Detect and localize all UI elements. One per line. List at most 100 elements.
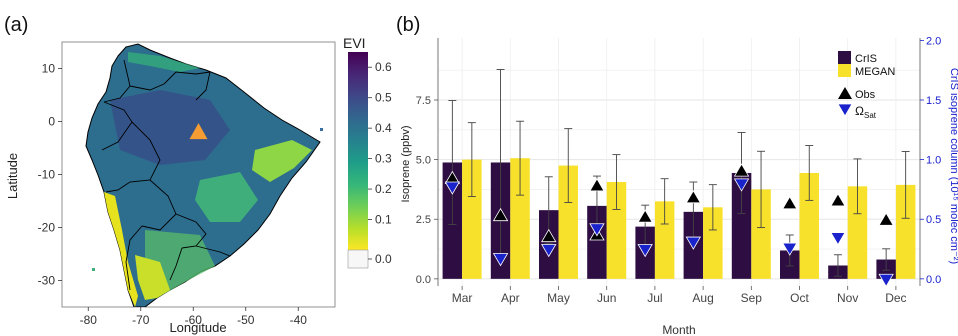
colorbar-tick-label: 0.3 <box>375 152 392 166</box>
omega-sat-marker <box>589 223 605 237</box>
colorbar-title: EVI <box>343 35 366 51</box>
map-y-ticks: 10 0 -10 -20 -30 <box>38 62 62 288</box>
legend-swatch-cris <box>838 51 851 64</box>
bar-x-tick-label: Apr <box>501 291 520 305</box>
country-borders <box>101 59 231 291</box>
map-y-tick-label: -30 <box>38 274 56 288</box>
amazon-core <box>110 90 230 165</box>
obs-marker <box>830 193 846 207</box>
obs-marker-extra <box>589 178 605 192</box>
colorbar-tick-label: 0.6 <box>375 60 392 74</box>
bar-megan <box>462 159 482 279</box>
map-y-tick-label: 10 <box>42 62 56 76</box>
bar-y-tick-label: 7.5 <box>416 95 431 107</box>
legend-omega-triangle-icon <box>837 103 853 117</box>
colorbar-low-box <box>347 249 369 269</box>
map-y-tick-label: -10 <box>38 168 56 182</box>
bar-legend: CrIS MEGAN Obs ΩSat <box>837 51 895 120</box>
northeast-dry-zone <box>252 140 312 182</box>
bar-x-label: Month <box>662 323 695 336</box>
bar-y-tick-label: 2.5 <box>416 214 431 226</box>
bar-y-tick-label: 5.0 <box>416 155 431 167</box>
bar-megan <box>654 201 675 279</box>
bar-x-tick-label: Mar <box>452 291 473 305</box>
island-speck-south <box>92 268 95 271</box>
bar-x-tick-label: Aug <box>692 291 713 305</box>
bar-y2-ticks: 0.0 0.5 1.0 1.5 2.0 <box>920 35 941 286</box>
bar-x-tick-label: Oct <box>790 291 809 305</box>
bar-cris <box>731 172 752 279</box>
obs-marker <box>541 228 557 243</box>
bar-y2-label: CrIS isoprene column (10¹⁵ molec cm⁻²) <box>948 68 958 264</box>
obs-marker <box>492 207 509 222</box>
colorbar-tick-label: 0.5 <box>375 91 392 105</box>
bar-megan <box>751 189 771 279</box>
map-x-label: Longitude <box>169 320 226 335</box>
bar-y-label: Isoprene (ppbv) <box>400 125 412 202</box>
colorbar-ticks: 0.6 0.5 0.4 0.3 0.2 0.1 0.0 <box>368 60 392 266</box>
bar-y-ticks: 0.0 2.5 5.0 7.5 <box>416 95 438 286</box>
bar-y2-tick-label: 2.0 <box>926 35 941 47</box>
colorbar-tick-label: 0.4 <box>375 121 392 135</box>
panel-b-label: (b) <box>396 14 420 36</box>
legend-label-omega: ΩSat <box>855 104 877 120</box>
map-x-tick-label: -70 <box>132 313 150 327</box>
omega-sat-marker <box>444 181 461 195</box>
bar-y2-tick-label: 1.0 <box>926 155 941 167</box>
bar-x-tick-label: Sep <box>741 291 763 305</box>
omega-sat-marker <box>541 244 557 258</box>
bar-y2-tick-label: 1.5 <box>926 95 941 107</box>
bar-megan <box>510 158 530 279</box>
bar-megan <box>799 172 819 279</box>
bar-x-ticks: Mar Apr May Jun Jul Aug Sep Oct Nov Dec <box>452 286 907 305</box>
legend-label-megan: MEGAN <box>855 66 895 78</box>
bar-y2-tick-label: 0.5 <box>926 214 941 226</box>
legend-label-obs: Obs <box>855 89 876 101</box>
bar-x-tick-label: Jul <box>647 291 662 305</box>
north-coast-band <box>128 52 200 72</box>
bar-x-tick-label: Dec <box>885 291 906 305</box>
central-savanna <box>195 172 258 222</box>
pampas <box>135 255 170 300</box>
colorbar-tick-label: 0.1 <box>375 213 392 227</box>
panel-a: (a) <box>4 14 392 335</box>
omega-sat-marker <box>637 244 653 258</box>
map-x-ticks: -80 -70 -60 -50 -40 <box>80 307 308 327</box>
bar-megan <box>703 207 723 279</box>
colorbar-gradient <box>348 52 368 250</box>
obs-marker <box>782 195 798 210</box>
map-area <box>85 43 323 307</box>
legend-obs-triangle-icon <box>838 87 852 99</box>
site-marker-triangle <box>189 123 208 140</box>
panel-b: (b) 0.0 2.5 5.0 7.5 0.0 0.5 1.0 1.5 2.0 Mar Apr M… <box>396 14 958 336</box>
andes-arid-strip <box>104 192 138 307</box>
bar-x-tick-label: Jun <box>597 291 616 305</box>
obs-marker <box>733 163 750 177</box>
obs-marker <box>878 212 894 226</box>
colorbar-tick-label: 0.2 <box>375 182 392 196</box>
island-speck <box>320 128 323 131</box>
omega-sat-marker <box>733 178 750 192</box>
map-x-tick-label: -40 <box>290 313 308 327</box>
obs-marker <box>637 209 653 223</box>
bar-megan <box>558 165 578 279</box>
legend-omega-symbol: Ω <box>855 104 864 118</box>
legend-label-cris: CrIS <box>855 53 877 65</box>
map-x-tick-label: -50 <box>237 313 255 327</box>
map-y-label: Latitude <box>5 153 20 199</box>
bar-megan <box>847 186 868 279</box>
bar-y2-tick-label: 0.0 <box>926 274 941 286</box>
map-y-tick-label: -20 <box>38 221 56 235</box>
panel-a-label: (a) <box>4 14 28 36</box>
bar-y-tick-label: 0.0 <box>416 274 431 286</box>
bar-megan <box>606 182 627 279</box>
map-y-tick-label: 0 <box>48 115 55 129</box>
omega-sat-marker <box>492 253 509 267</box>
bar-markers <box>444 163 894 288</box>
bar-megan <box>895 184 916 279</box>
omega-sat-marker <box>878 273 894 288</box>
legend-omega-subscript: Sat <box>864 111 877 120</box>
bar-x-tick-label: May <box>547 291 570 305</box>
omega-sat-marker <box>782 242 798 256</box>
